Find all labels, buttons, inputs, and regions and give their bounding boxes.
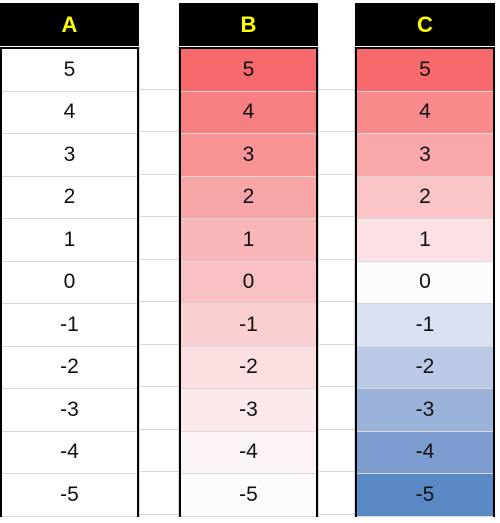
cell-B-2[interactable]: 4 — [181, 91, 316, 134]
cell-C-5[interactable]: 1 — [357, 219, 493, 262]
cell-B-4[interactable]: 2 — [181, 176, 316, 219]
cell-B-11[interactable]: -5 — [181, 474, 316, 517]
cell-C-1[interactable]: 5 — [357, 49, 493, 92]
gap1-row-6 — [140, 260, 178, 302]
cell-C-10[interactable]: -4 — [357, 431, 493, 474]
cell-B-6[interactable]: 0 — [181, 261, 316, 304]
cell-A-10[interactable]: -4 — [2, 431, 137, 474]
cell-C-8[interactable]: -2 — [357, 346, 493, 389]
blank-header-gap-1 — [139, 3, 179, 46]
gap2-row-1 — [319, 47, 354, 90]
cell-C-3[interactable]: 3 — [357, 134, 493, 177]
gap1-row-1 — [140, 47, 178, 90]
column-header-a[interactable]: A — [0, 3, 139, 46]
cell-B-7[interactable]: -1 — [181, 304, 316, 347]
cell-B-3[interactable]: 3 — [181, 134, 316, 177]
gap1-row-4 — [140, 175, 178, 217]
gap1-row-7 — [140, 302, 178, 345]
gap1-row-2 — [140, 90, 178, 132]
gap1-row-11 — [140, 472, 178, 515]
column-c: 5 4 3 2 1 0 -1 -2 -3 -4 -5 — [355, 47, 495, 517]
column-header-b[interactable]: B — [179, 3, 318, 46]
cell-B-8[interactable]: -2 — [181, 346, 316, 389]
gap2-row-11 — [319, 472, 354, 515]
cell-C-6[interactable]: 0 — [357, 261, 493, 304]
cell-A-3[interactable]: 3 — [2, 134, 137, 177]
gap2-row-3 — [319, 132, 354, 175]
gap1-row-10 — [140, 430, 178, 472]
cell-A-11[interactable]: -5 — [2, 474, 137, 517]
gap2-row-2 — [319, 90, 354, 132]
cell-A-1[interactable]: 5 — [2, 49, 137, 92]
blank-header-gap-2 — [318, 3, 355, 46]
gap2-row-7 — [319, 302, 354, 345]
gap1-row-9 — [140, 387, 178, 430]
gap1-row-5 — [140, 217, 178, 260]
cell-B-9[interactable]: -3 — [181, 389, 316, 432]
column-header-c[interactable]: C — [355, 3, 495, 46]
cell-B-1[interactable]: 5 — [181, 49, 316, 92]
gap2-row-4 — [319, 175, 354, 217]
cell-A-9[interactable]: -3 — [2, 389, 137, 432]
cell-A-4[interactable]: 2 — [2, 176, 137, 219]
cell-C-2[interactable]: 4 — [357, 91, 493, 134]
gap1-row-8 — [140, 345, 178, 387]
gap1-row-3 — [140, 132, 178, 175]
gap2-row-5 — [319, 217, 354, 260]
cell-B-10[interactable]: -4 — [181, 431, 316, 474]
gap2-row-10 — [319, 430, 354, 472]
cell-B-5[interactable]: 1 — [181, 219, 316, 262]
cell-A-8[interactable]: -2 — [2, 346, 137, 389]
cell-A-2[interactable]: 4 — [2, 91, 137, 134]
gap2-row-8 — [319, 345, 354, 387]
blank-column-1 — [139, 47, 179, 517]
column-a: 5 4 3 2 1 0 -1 -2 -3 -4 -5 — [0, 47, 139, 517]
gap2-row-6 — [319, 260, 354, 302]
blank-column-2 — [318, 47, 355, 517]
cell-C-9[interactable]: -3 — [357, 389, 493, 432]
cell-A-5[interactable]: 1 — [2, 219, 137, 262]
cell-C-7[interactable]: -1 — [357, 304, 493, 347]
column-b: 5 4 3 2 1 0 -1 -2 -3 -4 -5 — [179, 47, 318, 517]
cell-A-6[interactable]: 0 — [2, 261, 137, 304]
cell-A-7[interactable]: -1 — [2, 304, 137, 347]
gap2-row-9 — [319, 387, 354, 430]
cell-C-11[interactable]: -5 — [357, 474, 493, 517]
cell-C-4[interactable]: 2 — [357, 176, 493, 219]
